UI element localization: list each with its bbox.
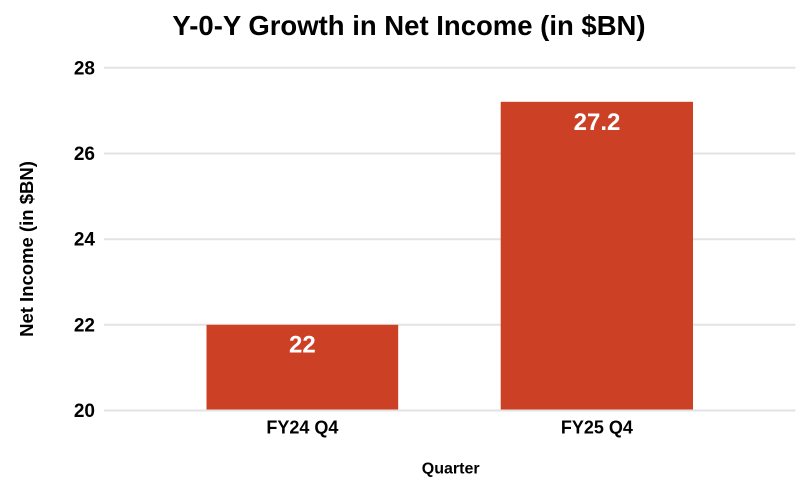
svg-text:27.2: 27.2: [574, 109, 621, 136]
svg-text:24: 24: [74, 230, 96, 251]
svg-text:22: 22: [74, 315, 95, 336]
svg-text:22: 22: [289, 332, 316, 359]
svg-text:Net Income (in $BN): Net Income (in $BN): [16, 161, 37, 337]
svg-text:Y-0-Y Growth in Net Income (in: Y-0-Y Growth in Net Income (in $BN): [172, 10, 645, 41]
svg-text:20: 20: [74, 401, 95, 422]
svg-text:28: 28: [74, 58, 95, 79]
svg-text:26: 26: [74, 144, 95, 165]
svg-text:Quarter: Quarter: [422, 460, 480, 477]
svg-text:FY25 Q4: FY25 Q4: [561, 418, 633, 438]
svg-text:FY24 Q4: FY24 Q4: [266, 418, 338, 438]
